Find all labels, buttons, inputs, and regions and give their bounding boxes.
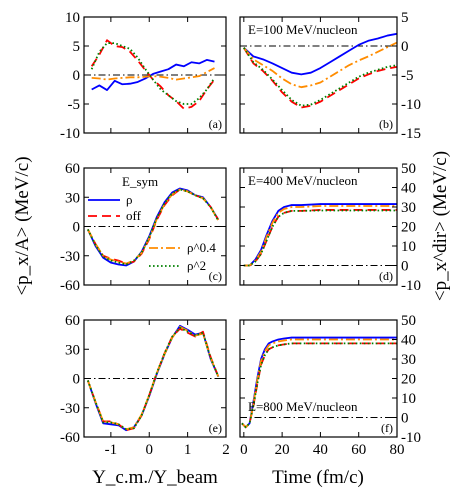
panel-f: -10 0 10 20 30 40 50 0 20 40 60 80 (f) E=800 MeV/nucl…: [239, 313, 421, 458]
series-line-rho: [91, 59, 215, 91]
energy-label: E=800 MeV/nucleon: [248, 399, 358, 414]
y-tick-label: 60: [65, 313, 80, 329]
legend-label-rho04: ρ^0.4: [187, 240, 216, 255]
y-tick-label: 20: [401, 372, 416, 388]
series-line-rho2: [90, 42, 216, 105]
left-x-axis-title: Y_c.m./Y_beam: [92, 467, 218, 488]
y-tick-label: 10: [65, 10, 80, 26]
panel-label: (a): [209, 117, 222, 131]
y-tick-label: 20: [401, 220, 416, 236]
y-tick-label: 60: [65, 161, 80, 177]
y-tick-label: -15: [401, 126, 421, 142]
series-line-rho2: [241, 342, 397, 429]
series-line-rho04: [241, 338, 397, 429]
y-tick-label: -30: [60, 249, 80, 265]
panel-e: -60 -30 0 30 60 -1 0 1 2(e): [60, 313, 230, 458]
x-tick-label: 0: [240, 442, 248, 458]
y-tick-label: 40: [401, 333, 416, 349]
y-tick-label: 30: [65, 190, 80, 206]
x-tick-label: 80: [390, 442, 405, 458]
y-tick-label: -60: [60, 278, 80, 294]
y-tick-label: 0: [401, 259, 409, 275]
y-tick-label: 0: [73, 372, 81, 388]
y-tick-label: 10: [401, 391, 416, 407]
series-line-off: [241, 342, 397, 429]
y-tick-label: 5: [401, 10, 409, 26]
y-tick-label: 50: [401, 161, 416, 177]
series-line-rho04: [243, 205, 397, 267]
series-line-off: [243, 209, 397, 267]
legend-label-off: off: [126, 208, 142, 223]
panel-b: -15 -10 -5 0 5 (b) E=100 MeV/nucleon: [239, 10, 421, 142]
panel-label: (e): [209, 421, 222, 435]
y-tick-label: 10: [401, 239, 416, 255]
left-y-axis-title: <p_x/A> (MeV/c): [12, 156, 33, 295]
energy-label: E=400 MeV/nucleon: [248, 173, 358, 188]
energy-label: E=100 MeV/nucleon: [248, 22, 358, 37]
series-line-off: [243, 47, 397, 109]
y-tick-label: -5: [401, 68, 414, 84]
y-tick-label: 40: [401, 181, 416, 197]
x-tick-label: 60: [351, 442, 366, 458]
x-tick-label: 0: [145, 442, 153, 458]
panel-c: -60 -30 0 30 60 (c): [60, 161, 227, 294]
x-tick-label: 1: [184, 442, 192, 458]
panel-label: (d): [379, 269, 393, 283]
y-tick-label: -10: [401, 430, 421, 446]
x-tick-label: 40: [313, 442, 328, 458]
panel-label: (f): [381, 421, 393, 435]
y-tick-label: 0: [401, 39, 409, 55]
panel-label: (c): [209, 269, 222, 283]
y-tick-label: -60: [60, 430, 80, 446]
right-x-axis-title: Time (fm/c): [272, 467, 364, 488]
y-tick-label: 0: [73, 220, 81, 236]
y-tick-label: -10: [401, 97, 421, 113]
y-tick-label: -5: [68, 97, 81, 113]
y-tick-label: 5: [73, 39, 81, 55]
series-line-rho04: [243, 41, 397, 89]
x-tick-label: -1: [105, 442, 118, 458]
y-tick-label: -30: [60, 401, 80, 417]
y-tick-label: 30: [401, 200, 416, 216]
series-line-rho04: [86, 325, 220, 431]
y-tick-label: 30: [65, 342, 80, 358]
y-tick-label: -10: [401, 278, 421, 294]
series-line-rho04: [87, 188, 220, 265]
series-line-rho: [243, 32, 397, 76]
y-tick-label: 0: [401, 411, 409, 427]
right-y-axis-title: <p_x^dir> (MeV/c): [430, 151, 451, 301]
y-tick-label: 50: [401, 313, 416, 329]
y-tick-label: 30: [401, 352, 416, 368]
legend-title: E_sym: [122, 174, 158, 189]
legend-label-rho2: ρ^2: [187, 258, 206, 273]
legend-label-rho: ρ: [126, 192, 133, 207]
panel-label: (b): [379, 117, 393, 131]
x-tick-label: 2: [222, 442, 230, 458]
y-tick-label: 0: [73, 68, 81, 84]
x-tick-label: 20: [275, 442, 290, 458]
series-line-rho2: [243, 47, 397, 107]
series-line-off: [86, 327, 220, 432]
y-tick-label: -10: [60, 126, 80, 142]
series-line-rho04: [91, 67, 215, 81]
panel-a: -10 -5 0 5 10 (a): [60, 10, 227, 142]
panel-d: -10 0 10 20 30 40 50 (d) E=400 MeV/nucleon: [239, 161, 421, 294]
series-line-rho2: [87, 188, 220, 266]
